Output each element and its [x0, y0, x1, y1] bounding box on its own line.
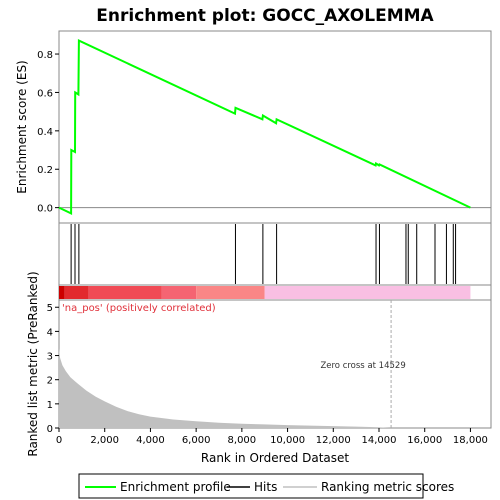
enrichment-panel: 0.0 0.2 0.4 0.6 0.8 Enrichment score (ES) — [15, 30, 492, 224]
x-axis-ticks: 0 2,000 4,000 6,000 8,000 10,000 12,000 14,000 1… — [56, 428, 488, 446]
hit-marks — [70, 224, 457, 284]
x-tick-label: 4,000 — [136, 435, 165, 446]
enrichment-y-ticks: 0.0 0.2 0.4 0.6 0.8 — [37, 50, 59, 215]
enrichment-y-axis-label: Enrichment score (ES) — [15, 60, 29, 193]
enrichment-y-tick-label: 0.2 — [37, 165, 53, 176]
hits-panel — [58, 222, 492, 286]
metric-y-tick-label: 4 — [47, 327, 53, 338]
ranking-bar-segment — [264, 286, 471, 299]
x-tick-label: 16,000 — [407, 435, 442, 446]
metric-y-axis-label: Ranked list metric (PreRanked) — [26, 271, 40, 456]
metric-y-ticks: 0 1 2 3 4 5 — [47, 303, 59, 435]
x-tick-label: 18,000 — [453, 435, 488, 446]
metric-y-tick-label: 2 — [47, 376, 53, 387]
legend-label-enrichment-profile: Enrichment profile — [120, 480, 231, 494]
enrichment-y-tick-label: 0.8 — [37, 50, 53, 61]
ranking-bar-segments — [59, 286, 471, 299]
enrichment-profile-line — [58, 39, 471, 215]
legend: Enrichment profile Hits Ranking metric s… — [78, 473, 454, 499]
enrichment-y-tick-label: 0.0 — [37, 204, 53, 215]
x-axis-label: Rank in Ordered Dataset — [201, 451, 349, 465]
metric-y-tick-label: 5 — [47, 303, 53, 314]
x-tick-label: 14,000 — [362, 435, 397, 446]
enrichment-y-tick-label: 0.6 — [37, 88, 53, 99]
x-tick-label: 2,000 — [90, 435, 119, 446]
legend-box — [78, 473, 424, 499]
metric-y-tick-label: 0 — [47, 424, 53, 435]
x-tick-label: 10,000 — [270, 435, 305, 446]
hits-plot-area — [58, 222, 492, 286]
enrichment-y-tick-label: 0.4 — [37, 127, 53, 138]
ranking-bar-segment — [59, 286, 65, 299]
positive-correlation-label: 'na_pos' (positively correlated) — [62, 303, 216, 314]
ranking-bar-segment — [196, 286, 265, 299]
x-tick-label: 8,000 — [228, 435, 257, 446]
zero-cross-label: Zero cross at 14529 — [320, 361, 405, 371]
ranking-metric-area — [59, 348, 392, 428]
chart-title: Enrichment plot: GOCC_AXOLEMMA — [96, 6, 434, 26]
legend-label-ranking-metric: Ranking metric scores — [321, 480, 454, 494]
ranking-bar-panel — [58, 284, 492, 301]
x-tick-label: 12,000 — [316, 435, 351, 446]
ranking-bar-segment — [88, 286, 162, 299]
metric-plot-area — [58, 299, 492, 429]
legend-label-hits: Hits — [254, 480, 277, 494]
ranking-bar-segment — [64, 286, 89, 299]
x-tick-label: 6,000 — [182, 435, 211, 446]
enrichment-plot-area — [58, 30, 492, 224]
metric-y-tick-label: 1 — [47, 400, 53, 411]
ranking-bar-segment — [161, 286, 197, 299]
metric-y-tick-label: 3 — [47, 352, 53, 363]
metric-panel: Zero cross at 14529 'na_pos' (positively… — [26, 271, 492, 457]
x-tick-label: 0 — [56, 435, 62, 446]
